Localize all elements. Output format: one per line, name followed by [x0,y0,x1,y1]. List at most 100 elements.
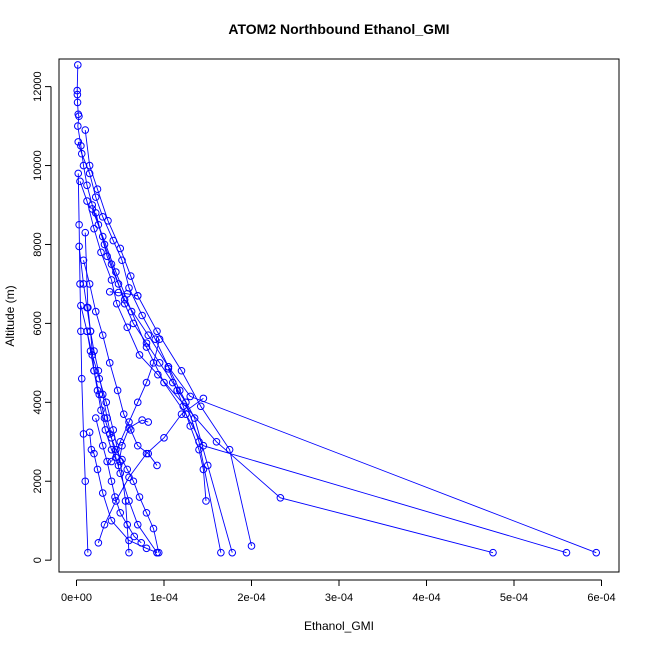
data-point [121,497,130,505]
data-point [98,489,107,497]
data-point [160,434,168,442]
data-point [123,520,132,529]
data-point [142,544,151,553]
data-point [104,216,112,225]
x-tick-label: 3e-04 [325,592,353,604]
x-tick-label: 4e-04 [412,592,440,604]
data-point [116,469,125,478]
data-point [177,366,186,375]
data-point [74,61,82,69]
data-point [102,398,111,407]
series-line [95,212,597,554]
data-point [177,410,186,418]
data-point [85,169,94,178]
x-axis-label: Ethanol_GMI [304,619,374,633]
data-point [125,536,133,545]
data-point [94,366,103,375]
data-point [94,539,103,547]
data-point [126,272,135,280]
data-point [76,280,84,288]
series-line [83,260,158,466]
data-point [199,465,208,474]
data-point [160,378,168,387]
data-point [93,465,102,474]
series-line [77,141,233,553]
data-point [164,363,173,371]
series-line [84,129,252,547]
series-profile-14 [91,414,146,547]
data-point [114,461,123,470]
data-point [74,169,83,178]
data-point [85,161,94,170]
data-point [88,201,97,209]
data-point [125,424,133,432]
data-point [195,445,203,454]
y-axis: 0 2000 4000 6000 8000 10000 12000 [32,71,52,563]
data-point [489,548,497,557]
x-tick-label: 5e-04 [500,592,528,604]
data-point [95,390,104,399]
data-point [116,437,125,446]
data-point [202,497,210,505]
data-point [77,149,86,158]
data-point [142,509,151,517]
series-profile-5 [88,205,571,557]
series-line [167,368,207,502]
series-profile-3 [81,126,256,550]
data-point [137,539,146,547]
data-point [190,414,199,422]
y-tick-label: 4000 [32,390,44,414]
data-point [212,437,221,446]
data-point [142,343,151,351]
series-line [78,246,158,553]
data-point [73,90,82,99]
data-point [116,509,125,517]
data-point [118,455,126,464]
data-point [562,548,571,557]
data-point [90,366,98,375]
data-point [105,288,114,296]
data-point [135,493,144,501]
data-point [154,370,162,379]
data-point [98,213,107,221]
series-line [95,417,142,544]
series-profile-7 [75,242,161,557]
data-point [101,426,110,434]
series-line [111,339,161,462]
data-point [151,335,160,343]
series-line [76,64,222,553]
data-point [149,359,158,367]
data-point [90,449,98,458]
data-point [114,280,123,288]
series-profile-17 [105,288,142,300]
data-point [125,548,133,557]
data-point [100,414,109,422]
data-point [155,335,164,343]
data-point [142,378,151,387]
data-point [199,441,208,450]
data-point [144,331,153,340]
data-point [105,359,114,367]
data-point [149,524,158,533]
data-point [85,280,94,288]
x-tick-label: 1e-04 [150,592,178,604]
data-point [125,418,133,426]
data-point [125,473,133,482]
series-profile-18 [94,394,208,547]
data-point [153,548,161,557]
data-point [118,256,126,265]
data-point [103,252,111,261]
data-point [81,228,90,237]
data-point [98,441,107,450]
data-point [107,516,116,525]
data-point [91,307,100,316]
series-line [84,232,160,553]
data-point [179,402,188,411]
data-point [86,347,95,355]
series-profile-13 [85,428,161,557]
data-point [107,457,116,466]
data-point [228,548,237,557]
data-point [100,520,109,529]
data-point [74,122,82,130]
